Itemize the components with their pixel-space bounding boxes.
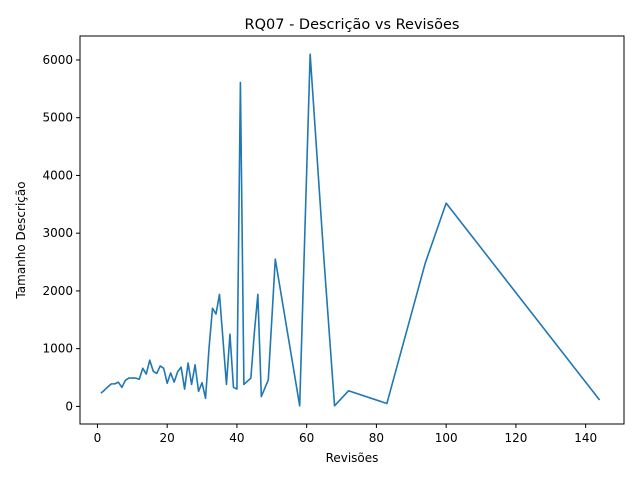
x-tick-label: 120 bbox=[504, 431, 527, 445]
y-tick-label: 5000 bbox=[42, 111, 73, 125]
x-axis-ticks: 0 20 40 60 80 100 120 140 bbox=[94, 424, 597, 445]
x-tick-label: 80 bbox=[369, 431, 384, 445]
x-tick-label: 0 bbox=[94, 431, 102, 445]
x-tick-label: 100 bbox=[435, 431, 458, 445]
y-tick-label: 0 bbox=[65, 399, 73, 413]
x-tick-label: 40 bbox=[229, 431, 244, 445]
y-axis-label: Tamanho Descrição bbox=[14, 181, 28, 299]
y-tick-label: 1000 bbox=[42, 342, 73, 356]
y-tick-label: 3000 bbox=[42, 226, 73, 240]
y-axis-ticks: 0 1000 2000 3000 4000 5000 6000 bbox=[42, 53, 80, 413]
x-tick-label: 20 bbox=[160, 431, 175, 445]
axes-frame bbox=[79, 35, 625, 425]
x-axis-label: Revisões bbox=[326, 451, 379, 465]
y-tick-label: 6000 bbox=[42, 53, 73, 67]
plot-area bbox=[79, 35, 625, 425]
x-tick-label: 140 bbox=[574, 431, 597, 445]
series-line-0 bbox=[100, 53, 601, 407]
y-tick-label: 4000 bbox=[42, 168, 73, 182]
x-tick-label: 60 bbox=[299, 431, 314, 445]
y-tick-label: 2000 bbox=[42, 284, 73, 298]
chart-title: RQ07 - Descrição vs Revisões bbox=[245, 17, 460, 33]
